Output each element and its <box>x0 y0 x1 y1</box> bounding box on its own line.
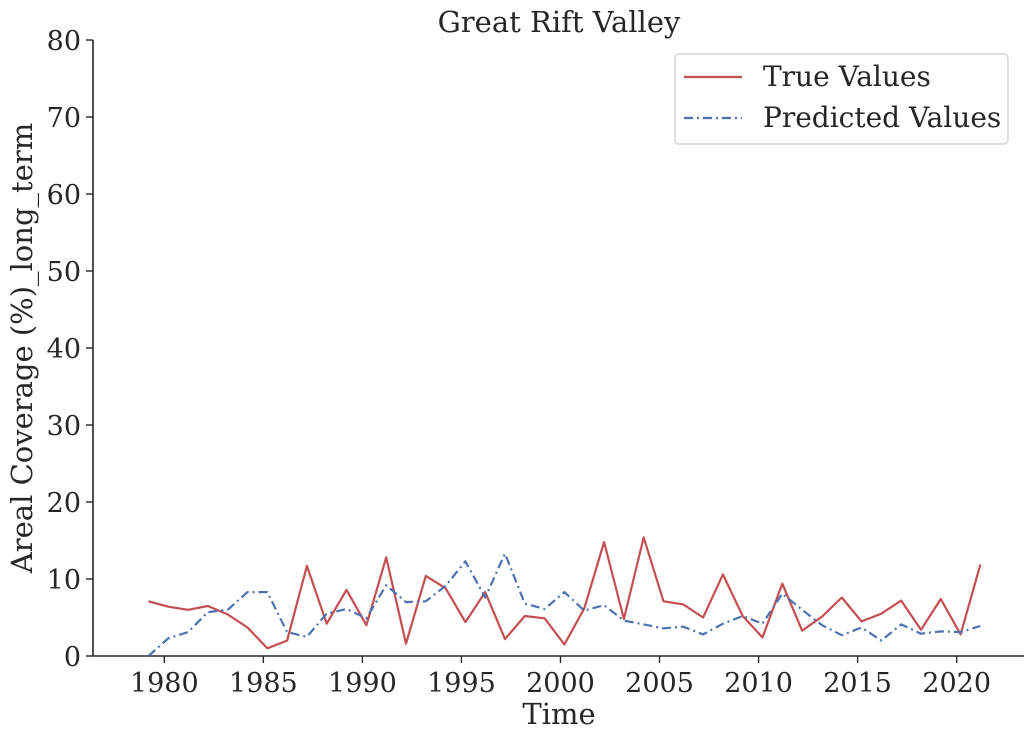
y-tick-label: 20 <box>47 488 81 519</box>
legend-label-predicted-values: Predicted Values <box>763 101 1001 134</box>
y-axis-label: Areal Coverage (%)_long_term <box>5 123 40 574</box>
x-tick-label: 1995 <box>427 668 496 699</box>
x-tick-label: 1990 <box>328 668 397 699</box>
y-tick-label: 10 <box>47 565 81 596</box>
chart-title: Great Rift Valley <box>438 5 681 39</box>
y-tick-label: 70 <box>47 103 81 134</box>
y-tick-label: 50 <box>47 257 81 288</box>
x-tick-label: 2015 <box>823 668 892 699</box>
y-tick-label: 80 <box>47 26 81 57</box>
x-tick-label: 1985 <box>229 668 298 699</box>
legend: True Values Predicted Values <box>674 53 1009 145</box>
series-layer <box>147 536 982 657</box>
y-tick-label: 0 <box>64 642 81 673</box>
legend-frame <box>674 53 1009 145</box>
x-axis-label: Time <box>522 697 595 731</box>
y-ticks: 0 10 20 30 40 50 60 70 80 <box>47 26 93 673</box>
y-tick-label: 40 <box>47 334 81 365</box>
x-tick-label: 2005 <box>625 668 694 699</box>
x-tick-label: 2000 <box>526 668 595 699</box>
series-line-true-values <box>148 536 982 650</box>
x-ticks: 1980 1985 1990 1995 2000 2005 2010 2015 2020 <box>130 656 991 699</box>
x-tick-label: 2020 <box>922 668 991 699</box>
y-tick-label: 60 <box>47 180 81 211</box>
x-tick-label: 2010 <box>724 668 793 699</box>
series-line-predicted-values <box>147 552 981 657</box>
legend-label-true-values: True Values <box>763 60 931 93</box>
x-tick-label: 1980 <box>130 668 199 699</box>
y-tick-label: 30 <box>47 411 81 442</box>
